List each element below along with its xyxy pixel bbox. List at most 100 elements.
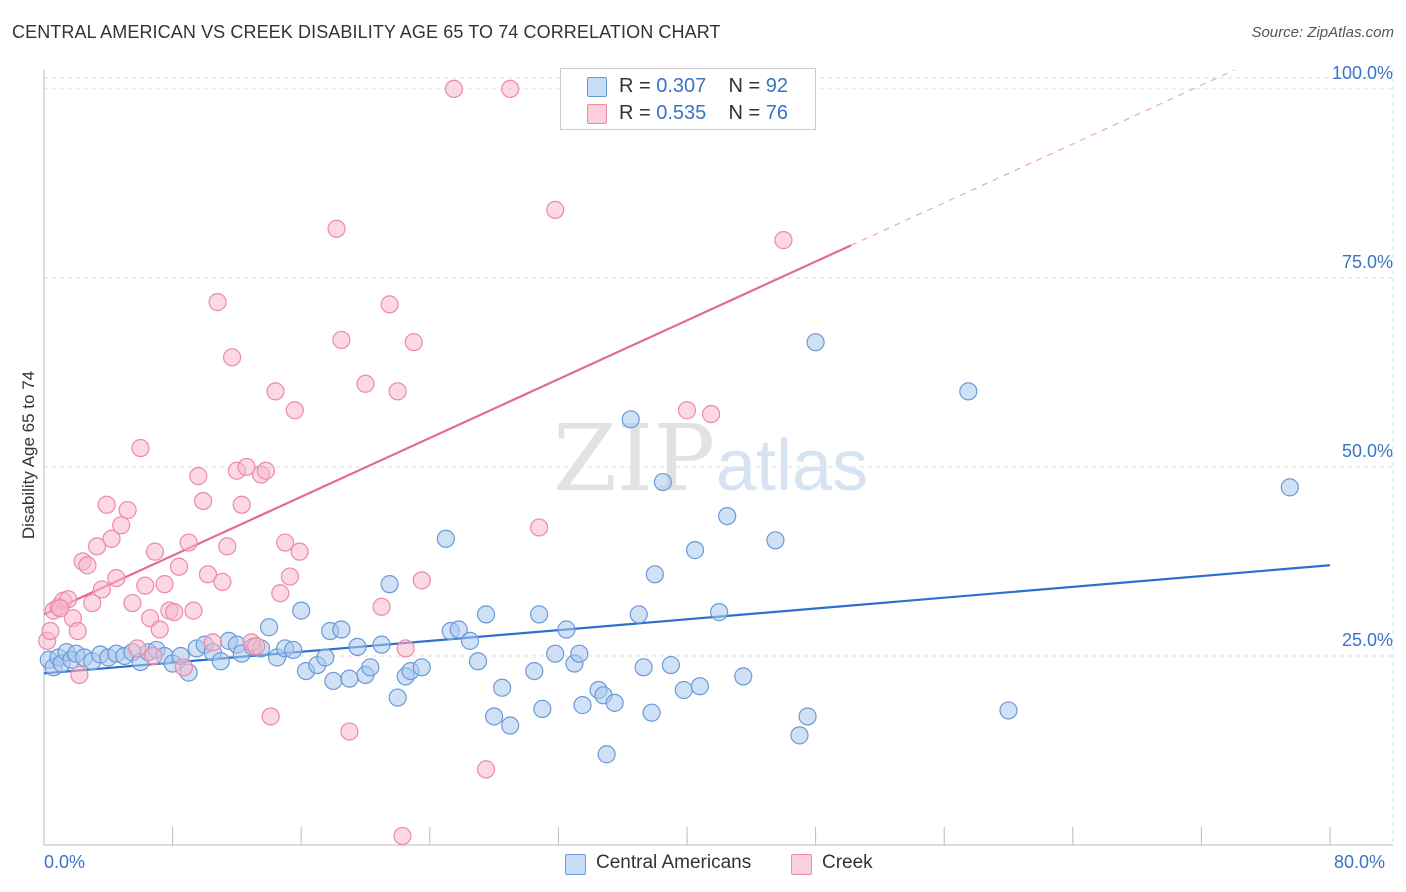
point-creek [388, 382, 407, 401]
point-creek [97, 495, 116, 514]
point-creek [189, 466, 208, 486]
legend-swatch-blue [565, 854, 586, 875]
point-central-americans [690, 677, 709, 696]
point-central-americans [525, 661, 544, 681]
point-central-americans [1280, 478, 1299, 497]
point-creek [271, 584, 290, 603]
point-creek [327, 219, 346, 238]
point-creek [198, 565, 218, 584]
x-axis-max-label: 80.0% [1334, 852, 1386, 872]
point-central-americans [959, 382, 978, 401]
y-axis-label: Disability Age 65 to 74 [19, 371, 38, 539]
point-central-americans [806, 333, 825, 352]
point-creek [702, 404, 721, 424]
point-creek [155, 575, 174, 594]
point-creek [677, 401, 697, 420]
point-creek [112, 516, 131, 535]
y-tick-label: 25.0% [1342, 630, 1393, 650]
point-central-americans [570, 644, 589, 663]
point-central-americans [412, 658, 431, 677]
point-creek [107, 568, 126, 588]
point-creek [118, 500, 137, 520]
point-central-americans [493, 678, 512, 697]
point-creek [372, 597, 391, 616]
y-tick-label: 75.0% [1342, 252, 1393, 272]
point-creek [102, 529, 121, 548]
point-central-americans [380, 575, 399, 594]
legend-n-label: N = [728, 75, 766, 97]
point-creek [131, 438, 150, 458]
point-creek [213, 572, 232, 591]
point-creek [256, 461, 275, 480]
legend-label: Central Americans [596, 852, 752, 873]
point-creek [50, 599, 70, 618]
series-legend: Central Americans Creek [0, 850, 1406, 878]
y-tick-labels: 25.0% 50.0% 75.0% 100.0% [1332, 63, 1393, 650]
point-creek [530, 518, 549, 537]
point-creek [78, 556, 97, 575]
point-central-americans [284, 640, 303, 660]
point-creek [145, 542, 165, 561]
point-central-americans [372, 635, 391, 654]
point-creek [70, 665, 89, 684]
point-creek [266, 382, 285, 401]
point-central-americans [557, 620, 576, 639]
point-creek [237, 457, 256, 477]
point-creek [393, 826, 412, 846]
point-creek [232, 495, 251, 514]
point-central-americans [348, 637, 367, 657]
point-central-americans [661, 655, 681, 675]
point-creek [356, 374, 375, 393]
point-creek [41, 621, 60, 641]
point-central-americans [468, 652, 488, 671]
point-central-americans [546, 644, 565, 663]
legend-label: Creek [822, 852, 873, 873]
trend-line-extension [850, 69, 1235, 246]
trend-line-creek [43, 244, 852, 616]
point-creek [340, 722, 359, 741]
legend-swatch-blue [587, 77, 607, 97]
y-tick-label: 100.0% [1332, 63, 1393, 83]
point-central-americans [597, 745, 616, 764]
point-creek [476, 760, 496, 779]
point-central-americans [476, 605, 496, 624]
point-creek [83, 593, 102, 613]
point-central-americans [718, 506, 737, 526]
point-central-americans [436, 529, 455, 548]
point-central-americans [621, 410, 640, 429]
point-central-americans [530, 605, 549, 624]
point-creek [92, 580, 111, 599]
legend-n-value: 92 [765, 75, 789, 97]
legend-swatch-pink [791, 854, 812, 875]
legend-r-label: R = [619, 75, 657, 97]
legend-r-value: 0.535 [656, 102, 707, 124]
point-creek [290, 542, 309, 561]
point-creek [404, 333, 423, 352]
point-central-americans [533, 699, 552, 719]
point-central-americans [501, 716, 520, 735]
watermark-atlas: atlas [716, 426, 868, 506]
axes [43, 70, 1393, 846]
point-central-americans [766, 531, 785, 550]
point-creek [128, 639, 147, 658]
point-creek [87, 537, 107, 556]
point-creek [136, 576, 155, 595]
point-creek [150, 620, 169, 639]
point-creek [501, 79, 520, 99]
point-central-americans [485, 707, 504, 726]
point-central-americans [324, 671, 343, 691]
point-central-americans [316, 648, 335, 667]
point-creek [285, 401, 304, 420]
legend-r-label: R = [619, 102, 657, 124]
point-central-americans [634, 658, 653, 677]
source-label: Source: ZipAtlas.com [1251, 24, 1394, 41]
point-central-americans [361, 658, 380, 677]
point-central-americans [790, 726, 809, 745]
point-creek [218, 537, 237, 556]
point-central-americans [645, 565, 664, 584]
point-creek [280, 567, 300, 586]
point-central-americans [211, 652, 230, 671]
x-axis-min-label: 0.0% [44, 852, 86, 872]
correlation-legend: R = 0.307 N = 92 R = 0.535 N = 76 [560, 68, 816, 130]
